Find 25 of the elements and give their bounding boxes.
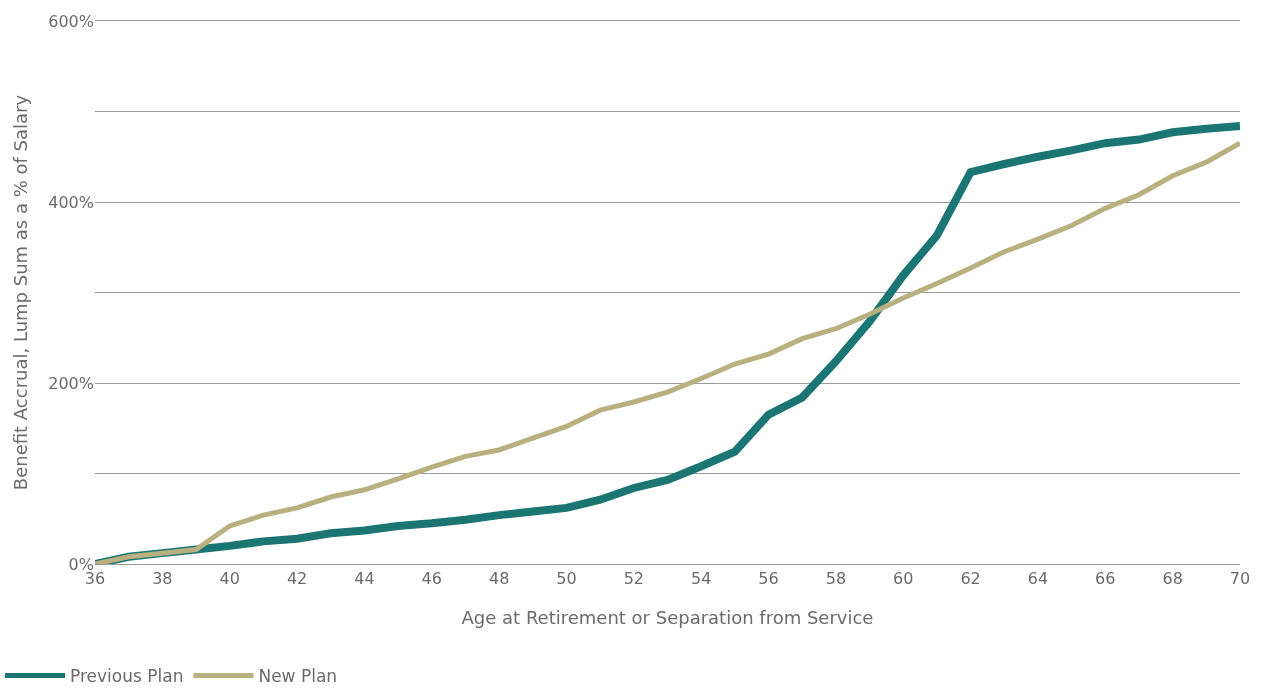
x-tick-label: 56 bbox=[758, 569, 779, 589]
y-axis-title: Benefit Accrual, Lump Sum as a % of Salary bbox=[10, 94, 32, 491]
legend-label: New Plan bbox=[258, 666, 338, 687]
legend-label: Previous Plan bbox=[70, 666, 184, 687]
x-tick-label: 38 bbox=[152, 569, 173, 589]
y-tick-label: 200% bbox=[48, 373, 94, 393]
x-tick-label: 42 bbox=[286, 569, 308, 589]
x-tick-label: 58 bbox=[825, 569, 847, 589]
x-tick-label: 66 bbox=[1095, 569, 1116, 589]
x-tick-label: 52 bbox=[623, 569, 644, 589]
x-tick-label: 44 bbox=[354, 569, 375, 589]
x-tick-label: 62 bbox=[960, 569, 981, 589]
y-tick-label: 400% bbox=[48, 192, 94, 212]
x-axis-title: Age at Retirement or Separation from Service bbox=[461, 607, 874, 629]
x-tick-label: 54 bbox=[691, 569, 712, 589]
x-tick-label: 50 bbox=[556, 569, 577, 589]
x-tick-label: 64 bbox=[1027, 569, 1049, 589]
y-tick-label: 600% bbox=[48, 11, 94, 31]
x-tick-label: 48 bbox=[488, 569, 510, 589]
x-tick-label: 60 bbox=[893, 569, 914, 589]
x-tick-label: 36 bbox=[84, 569, 106, 589]
x-tick-label: 46 bbox=[421, 569, 442, 589]
x-tick-label: 70 bbox=[1229, 569, 1251, 589]
x-tick-label: 40 bbox=[219, 569, 240, 589]
x-tick-label: 68 bbox=[1162, 569, 1183, 589]
